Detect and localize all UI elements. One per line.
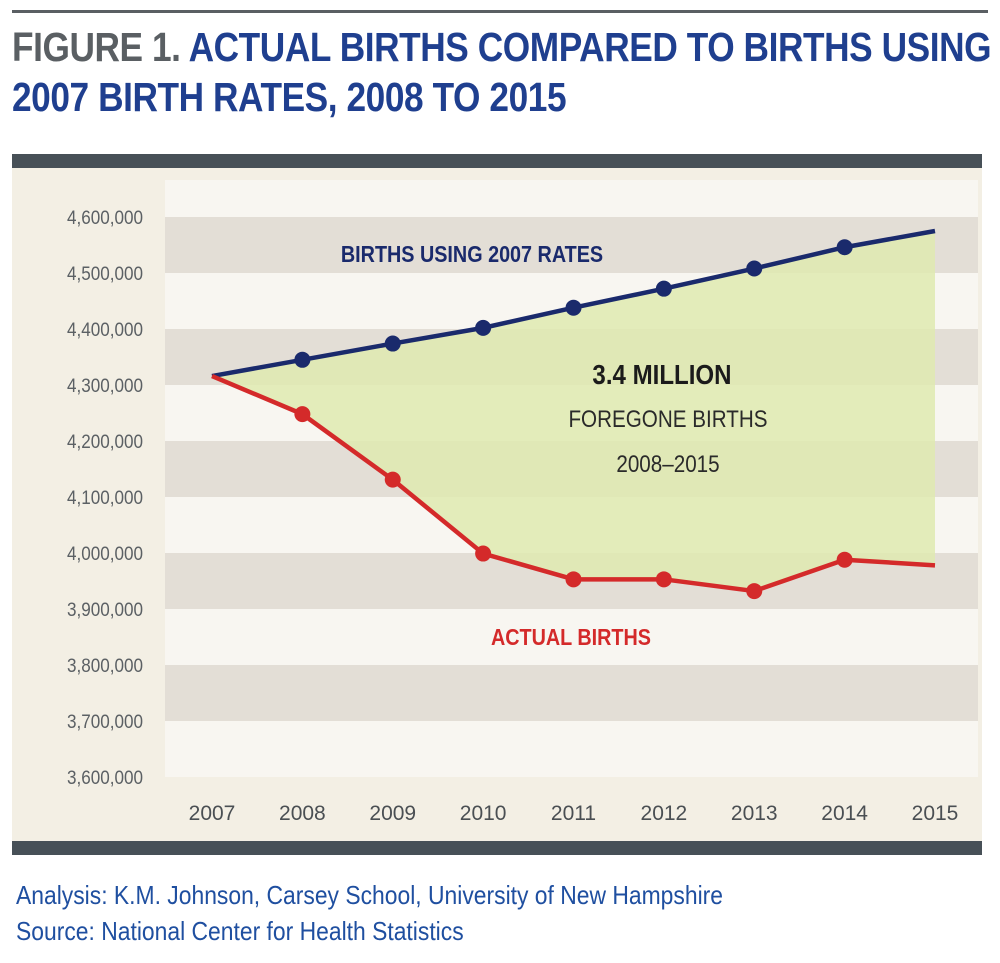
y-tick-label: 4,500,000 xyxy=(67,263,143,284)
series-2007-rates-point xyxy=(655,280,672,297)
plot-band xyxy=(165,721,978,777)
series-label-actual-births: ACTUAL BIRTHS xyxy=(491,625,651,651)
series-actual-births-point xyxy=(565,571,582,588)
plot-band xyxy=(165,180,978,217)
series-actual-births-point xyxy=(836,551,853,568)
series-actual-births-point xyxy=(384,471,401,488)
series-2007-rates-point xyxy=(565,299,582,316)
series-2007-rates-point xyxy=(836,239,853,256)
x-tick-label: 2010 xyxy=(460,802,507,825)
x-tick-label: 2015 xyxy=(912,802,959,825)
x-tick-label: 2009 xyxy=(369,802,416,825)
annotation-headline: 3.4 MILLION xyxy=(592,358,731,390)
y-tick-label: 3,600,000 xyxy=(67,767,143,788)
y-tick-label: 4,000,000 xyxy=(67,543,143,564)
x-tick-label: 2011 xyxy=(551,802,596,825)
y-tick-label: 3,700,000 xyxy=(67,711,143,732)
annotation-line1: FOREGONE BIRTHS xyxy=(568,406,767,433)
chart-top-band xyxy=(12,154,982,168)
y-tick-label: 4,100,000 xyxy=(67,487,143,508)
series-2007-rates-point xyxy=(475,319,492,336)
series-2007-rates-point xyxy=(746,260,763,277)
annotation-line2: 2008–2015 xyxy=(616,451,719,478)
figure-title-line2: 2007 BIRTH RATES, 2008 TO 2015 xyxy=(12,74,567,120)
series-actual-births-point xyxy=(746,583,763,600)
chart-bottom-band xyxy=(12,841,982,855)
x-tick-label: 2012 xyxy=(641,802,688,825)
figure-title-main: ACTUAL BIRTHS COMPARED TO BIRTHS USING xyxy=(188,24,992,70)
foregone-births-area xyxy=(212,231,935,592)
x-tick-label: 2013 xyxy=(731,802,778,825)
figure-title: FIGURE 1. ACTUAL BIRTHS COMPARED TO BIRT… xyxy=(12,22,992,122)
title-top-rule xyxy=(12,10,988,13)
x-tick-label: 2007 xyxy=(189,802,236,825)
x-tick-label: 2014 xyxy=(821,802,868,825)
y-tick-label: 4,200,000 xyxy=(67,431,143,452)
figure-title-prefix: FIGURE 1. xyxy=(12,24,181,70)
plot-band xyxy=(165,609,978,665)
y-tick-label: 4,300,000 xyxy=(67,375,143,396)
plot-band xyxy=(165,665,978,721)
x-tick-label: 2008 xyxy=(279,802,326,825)
y-tick-label: 4,400,000 xyxy=(67,319,143,340)
series-2007-rates-point xyxy=(384,335,401,352)
series-label-2007-rates: BIRTHS USING 2007 RATES xyxy=(341,242,603,268)
y-tick-label: 3,900,000 xyxy=(67,599,143,620)
footer-source: Source: National Center for Health Stati… xyxy=(16,916,464,946)
series-2007-rates-point xyxy=(294,351,311,368)
footer-analysis: Analysis: K.M. Johnson, Carsey School, U… xyxy=(16,880,724,910)
y-tick-label: 3,800,000 xyxy=(67,655,143,676)
series-actual-births-point xyxy=(655,571,672,588)
series-actual-births-point xyxy=(294,406,311,423)
series-actual-births-point xyxy=(475,545,492,562)
y-tick-label: 4,600,000 xyxy=(67,207,143,228)
